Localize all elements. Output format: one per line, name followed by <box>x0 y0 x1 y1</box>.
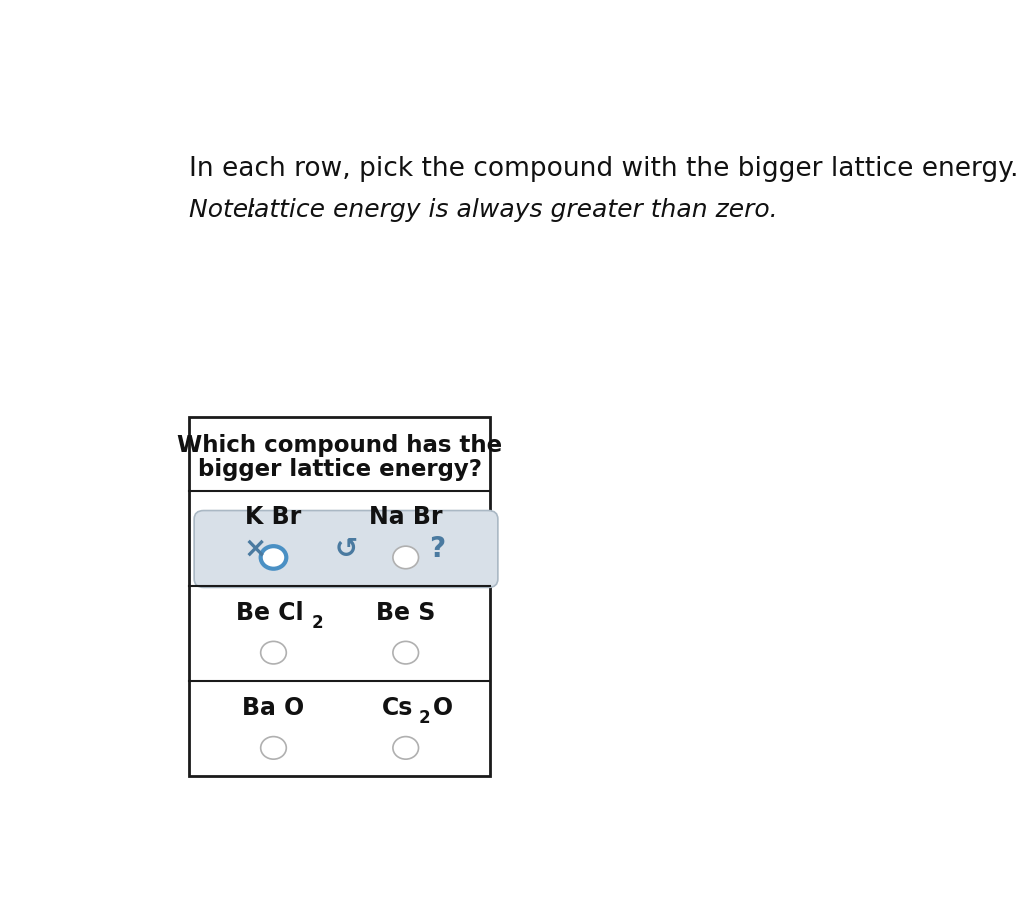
Bar <box>189 417 490 777</box>
Circle shape <box>393 546 419 569</box>
Circle shape <box>261 546 286 569</box>
Text: Be Cl: Be Cl <box>236 601 303 625</box>
Text: Na Br: Na Br <box>369 506 443 529</box>
Text: bigger lattice energy?: bigger lattice energy? <box>197 458 482 481</box>
Circle shape <box>261 736 286 759</box>
Text: K Br: K Br <box>245 506 302 529</box>
Text: Be S: Be S <box>376 601 435 625</box>
Text: O: O <box>433 696 453 720</box>
Text: ×: × <box>243 535 267 563</box>
Text: ?: ? <box>429 535 445 563</box>
FancyBboxPatch shape <box>194 510 498 587</box>
Circle shape <box>393 736 419 759</box>
Text: 2: 2 <box>419 709 430 726</box>
Text: lattice energy is always greater than zero.: lattice energy is always greater than ze… <box>247 198 778 222</box>
Circle shape <box>393 641 419 664</box>
Text: ↺: ↺ <box>334 535 358 563</box>
Text: 2: 2 <box>311 614 323 631</box>
Text: Which compound has the: Which compound has the <box>177 434 503 457</box>
Text: Ba O: Ba O <box>242 696 305 720</box>
Text: Cs: Cs <box>382 696 414 720</box>
Text: In each row, pick the compound with the bigger lattice energy.: In each row, pick the compound with the … <box>189 156 1018 181</box>
Circle shape <box>261 641 286 664</box>
Text: Note:: Note: <box>189 198 265 222</box>
